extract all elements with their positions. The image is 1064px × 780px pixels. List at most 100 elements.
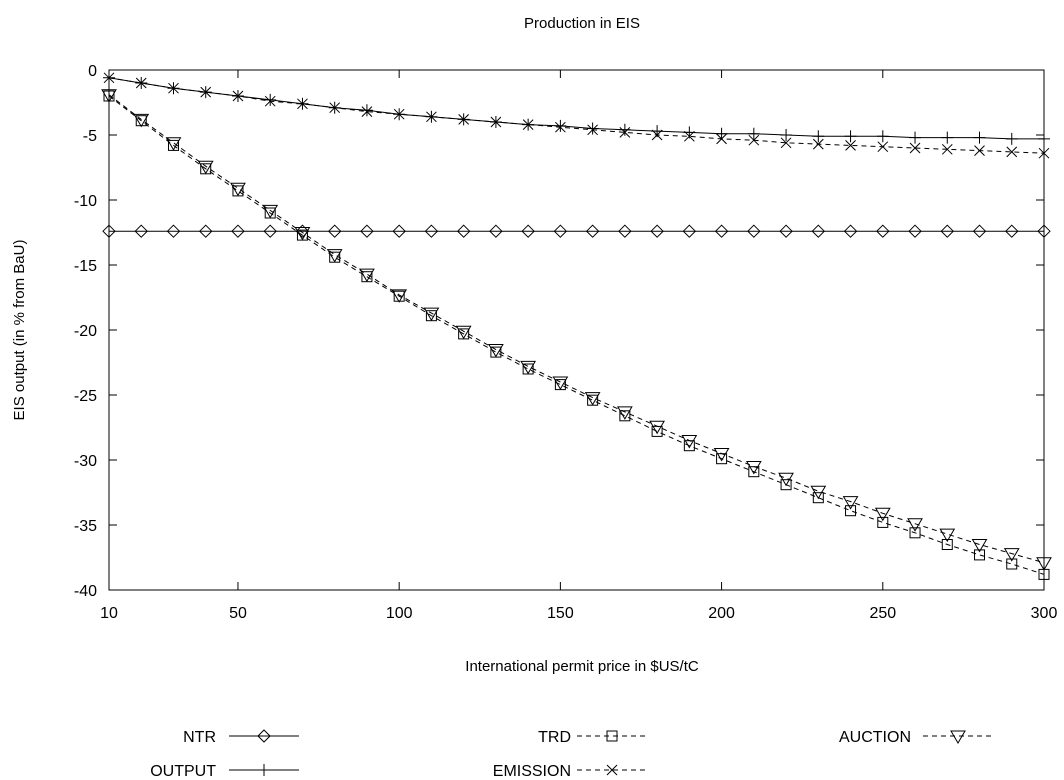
data-point-ntr bbox=[1037, 224, 1051, 238]
data-point-auction bbox=[455, 325, 472, 340]
legend: NTR TRD AUCTION OUTPUT EMISSION bbox=[150, 729, 993, 780]
data-point-auction bbox=[842, 496, 859, 510]
data-point-output bbox=[876, 130, 889, 143]
data-point-auction bbox=[874, 507, 891, 522]
legend-label-emission: EMISSION bbox=[493, 763, 571, 780]
data-point-auction bbox=[359, 268, 375, 283]
data-point-auction bbox=[101, 89, 117, 103]
y-tick-label: -10 bbox=[74, 193, 97, 210]
x-axis: 10 50 100 150 200 250 300 bbox=[100, 70, 1057, 622]
data-point-emission bbox=[297, 98, 308, 110]
data-point-output bbox=[618, 123, 631, 136]
data-point-emission bbox=[974, 145, 985, 156]
x-tick-label: 10 bbox=[100, 605, 118, 622]
data-point-auction bbox=[1003, 548, 1020, 562]
legend-label-trd: TRD bbox=[538, 729, 571, 746]
data-point-auction bbox=[681, 435, 698, 449]
legend-item-auction: AUCTION bbox=[839, 729, 993, 746]
legend-label-ntr: NTR bbox=[183, 729, 216, 746]
data-point-trd bbox=[909, 527, 921, 539]
y-tick-label: -40 bbox=[74, 583, 97, 600]
data-point-emission bbox=[1006, 146, 1018, 158]
data-point-output bbox=[941, 131, 954, 144]
data-point-emission bbox=[651, 129, 663, 141]
data-point-emission bbox=[361, 106, 373, 117]
x-tick-label: 200 bbox=[708, 605, 735, 622]
data-point-ntr bbox=[521, 224, 535, 238]
data-point-trd bbox=[974, 549, 986, 561]
series-line-output bbox=[108, 77, 1044, 140]
data-point-ntr bbox=[940, 224, 954, 238]
y-tick-label: -35 bbox=[74, 518, 97, 535]
data-point-auction bbox=[584, 392, 601, 406]
data-point-output bbox=[1038, 132, 1050, 145]
data-point-emission bbox=[1038, 147, 1050, 159]
x-axis-label: International permit price in $US/tC bbox=[465, 658, 699, 675]
data-point-emission bbox=[941, 143, 953, 155]
data-point-ntr bbox=[553, 224, 568, 238]
data-point-emission bbox=[168, 82, 179, 94]
x-tick-label: 100 bbox=[386, 605, 413, 622]
data-point-auction bbox=[552, 376, 569, 390]
series-emission bbox=[103, 72, 1050, 159]
data-point-emission bbox=[393, 108, 405, 120]
data-point-ntr bbox=[489, 224, 503, 238]
data-point-ntr bbox=[295, 224, 310, 238]
data-point-emission bbox=[264, 95, 276, 107]
legend-marker-trd bbox=[606, 730, 618, 742]
data-point-auction bbox=[649, 420, 665, 435]
plot-frame bbox=[108, 69, 1045, 591]
series-line-emission bbox=[108, 77, 1045, 154]
legend-item-output: OUTPUT bbox=[150, 763, 299, 780]
data-point-ntr bbox=[908, 224, 922, 238]
x-tick-label: 250 bbox=[869, 605, 896, 622]
legend-marker-output bbox=[258, 764, 270, 776]
data-point-auction bbox=[520, 360, 537, 375]
data-point-auction bbox=[391, 289, 408, 303]
data-point-output bbox=[360, 104, 373, 117]
data-point-ntr bbox=[199, 224, 213, 238]
data-point-output bbox=[554, 119, 567, 132]
data-point-auction bbox=[326, 249, 343, 263]
data-point-auction bbox=[294, 227, 311, 241]
data-point-emission bbox=[232, 90, 244, 102]
legend-label-output: OUTPUT bbox=[150, 763, 216, 780]
data-point-output bbox=[264, 93, 277, 106]
data-point-emission bbox=[845, 140, 856, 151]
y-tick-label: -20 bbox=[74, 323, 97, 340]
data-point-trd bbox=[619, 410, 631, 422]
data-point-ntr bbox=[811, 224, 826, 238]
data-point-auction bbox=[488, 344, 504, 358]
data-point-output bbox=[844, 130, 857, 143]
data-point-emission bbox=[683, 130, 695, 142]
data-point-auction bbox=[810, 485, 827, 500]
data-point-auction bbox=[230, 182, 246, 197]
data-point-auction bbox=[939, 528, 956, 543]
data-point-auction bbox=[971, 539, 988, 553]
legend-label-auction: AUCTION bbox=[839, 729, 911, 746]
data-point-ntr bbox=[585, 224, 600, 238]
y-tick-label: -25 bbox=[74, 388, 97, 405]
data-point-output bbox=[747, 127, 760, 140]
data-point-ntr bbox=[166, 224, 181, 238]
data-point-ntr bbox=[618, 224, 632, 238]
legend-item-trd: TRD bbox=[538, 729, 647, 746]
data-point-auction bbox=[1036, 557, 1052, 571]
y-tick-label: -5 bbox=[83, 128, 97, 145]
data-point-emission bbox=[812, 138, 824, 150]
chart-title: Production in EIS bbox=[524, 15, 640, 32]
data-point-auction bbox=[197, 160, 214, 175]
data-point-trd bbox=[941, 539, 953, 550]
data-point-trd bbox=[1006, 558, 1018, 570]
data-point-emission bbox=[103, 72, 115, 84]
data-point-ntr bbox=[779, 224, 793, 238]
data-point-ntr bbox=[263, 224, 277, 238]
data-point-emission bbox=[909, 142, 921, 154]
data-point-ntr bbox=[843, 224, 858, 238]
data-point-ntr bbox=[650, 224, 664, 238]
data-point-ntr bbox=[102, 224, 116, 238]
legend-marker-ntr bbox=[257, 729, 271, 743]
data-point-auction bbox=[713, 448, 730, 462]
